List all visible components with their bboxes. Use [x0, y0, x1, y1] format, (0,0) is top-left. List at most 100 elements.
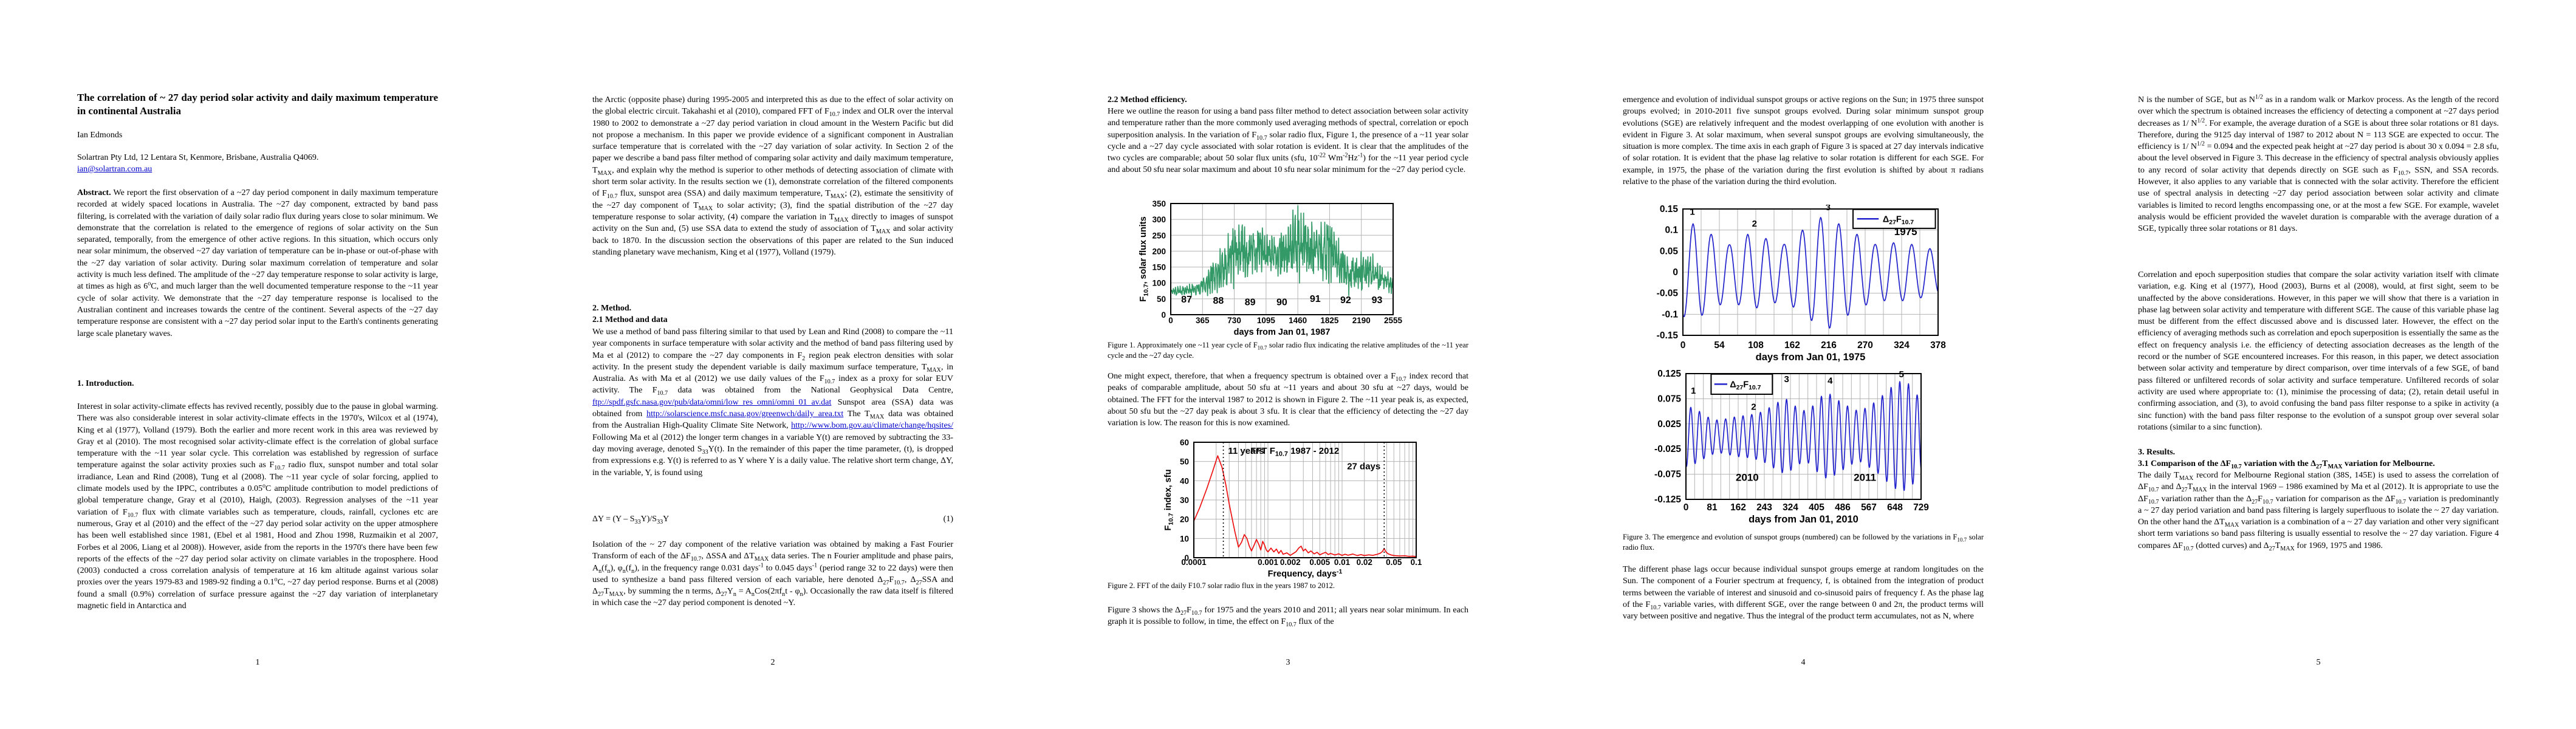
- svg-text:60: 60: [1180, 439, 1189, 447]
- svg-text:days from Jan 01, 1987: days from Jan 01, 1987: [1234, 327, 1331, 337]
- inline-link[interactable]: ftp://spdf.gsfc.nasa.gov/pub/data/omni/l…: [592, 397, 832, 407]
- svg-text:243: 243: [1756, 502, 1772, 513]
- svg-text:-0.075: -0.075: [1654, 470, 1681, 480]
- inline-link[interactable]: http://www.bom.gov.au/climate/change/hqs…: [791, 421, 953, 431]
- svg-text:27 days: 27 days: [1347, 461, 1380, 471]
- svg-text:730: 730: [1227, 316, 1241, 325]
- svg-text:Δ27F10.7: Δ27F10.7: [1730, 380, 1761, 391]
- section-22-heading: 2.2 Method efficiency.: [1108, 95, 1187, 104]
- svg-text:3: 3: [1826, 205, 1831, 213]
- svg-text:54: 54: [1714, 340, 1725, 351]
- svg-text:300: 300: [1152, 215, 1166, 224]
- paragraph-continued: the Arctic (opposite phase) during 1995-…: [592, 95, 954, 257]
- svg-text:1: 1: [1690, 207, 1694, 217]
- email-link[interactable]: ian@solartran.com.au: [77, 165, 152, 174]
- svg-text:0: 0: [1673, 267, 1678, 278]
- svg-text:150: 150: [1152, 263, 1166, 272]
- section-1-heading: 1. Introduction.: [77, 379, 134, 388]
- equation-number: (1): [943, 515, 953, 524]
- fourier-paragraph: Isolation of the ~ 27 day component of t…: [592, 540, 954, 608]
- page-number: 1: [255, 658, 260, 667]
- svg-text:50: 50: [1157, 295, 1166, 304]
- sunspot-groups-paragraph: emergence and evolution of individual su…: [1623, 95, 1984, 187]
- page-number: 2: [770, 658, 775, 667]
- svg-text:0: 0: [1684, 502, 1689, 513]
- affiliation: Solartran Pty Ltd, 12 Lentara St, Kenmor…: [77, 152, 438, 176]
- svg-text:324: 324: [1783, 502, 1798, 513]
- section-21-heading: 2.1 Method and data: [592, 315, 668, 324]
- svg-text:0.15: 0.15: [1660, 205, 1679, 214]
- svg-text:0.025: 0.025: [1657, 419, 1681, 430]
- svg-text:162: 162: [1784, 340, 1800, 351]
- equation-body: ΔY = (Y – S33Y)/S33Y: [592, 515, 670, 525]
- svg-text:-0.1: -0.1: [1662, 309, 1678, 320]
- svg-text:0.001: 0.001: [1258, 558, 1278, 567]
- svg-text:0: 0: [1680, 340, 1686, 351]
- affiliation-line: Solartran Pty Ltd, 12 Lentara St, Kenmor…: [77, 153, 319, 162]
- svg-text:2010: 2010: [1736, 471, 1759, 483]
- svg-text:days from Jan 01, 2010: days from Jan 01, 2010: [1749, 514, 1858, 525]
- figure-1-chart: 87 88 89 90 91 92 93 0 365 730 1095 1460 1825 2190 255…: [1139, 199, 1403, 337]
- svg-text:0: 0: [1161, 310, 1166, 320]
- inline-link[interactable]: http://solarscience.msfc.nasa.gov/greenw…: [646, 409, 844, 419]
- author-name: Ian Edmonds: [77, 131, 123, 140]
- svg-text:2011: 2011: [1854, 471, 1876, 483]
- svg-text:30: 30: [1180, 496, 1189, 505]
- figure-2-caption: Figure 2. FFT of the daily F10.7 solar r…: [1108, 581, 1335, 590]
- svg-text:FFT F10.7 1987 - 2012: FFT F10.7 1987 - 2012: [1250, 446, 1339, 458]
- page-number: 4: [1801, 658, 1806, 667]
- page-4: emergence and evolution of individual su…: [1546, 0, 2061, 729]
- svg-text:10: 10: [1180, 534, 1189, 543]
- svg-text:91: 91: [1310, 294, 1321, 304]
- svg-text:200: 200: [1152, 247, 1166, 256]
- svg-text:0.0001: 0.0001: [1181, 558, 1207, 567]
- correlation-studies-paragraph: Correlation and epoch superposition stud…: [2138, 270, 2499, 432]
- svg-text:1825: 1825: [1320, 316, 1339, 325]
- figure-1-caption: Figure 1. Approximately one ~11 year cyc…: [1108, 341, 1468, 360]
- section-31-heading: 3.1 Comparison of the ΔF10.7 variation w…: [2138, 459, 2435, 470]
- svg-text:729: 729: [1913, 502, 1929, 513]
- page-number: 3: [1286, 658, 1290, 667]
- svg-text:F10.7, solar flux units: F10.7, solar flux units: [1139, 216, 1150, 301]
- svg-text:270: 270: [1857, 340, 1873, 351]
- svg-text:1460: 1460: [1289, 316, 1307, 325]
- figure-3-intro-paragraph: Figure 3 shows the Δ27F10.7 for 1975 and…: [1108, 606, 1468, 629]
- svg-text:40: 40: [1180, 476, 1189, 485]
- svg-text:93: 93: [1372, 295, 1383, 306]
- melbourne-paragraph: The daily TMAX record for Melbourne Regi…: [2138, 471, 2499, 552]
- svg-text:108: 108: [1748, 340, 1764, 351]
- svg-text:350: 350: [1152, 199, 1166, 208]
- svg-text:87: 87: [1181, 295, 1192, 305]
- method-data-paragraph: We use a method of band pass filtering s…: [592, 327, 954, 477]
- svg-text:250: 250: [1152, 231, 1166, 240]
- svg-text:324: 324: [1894, 340, 1910, 351]
- random-walk-paragraph: N is the number of SGE, but as N1/2 as i…: [2138, 94, 2499, 234]
- svg-text:378: 378: [1930, 340, 1946, 351]
- svg-text:0.005: 0.005: [1309, 558, 1330, 567]
- svg-text:162: 162: [1730, 502, 1746, 513]
- svg-text:F10.7 index, sfu: F10.7 index, sfu: [1163, 470, 1175, 531]
- svg-text:days from Jan 01, 1975: days from Jan 01, 1975: [1756, 352, 1866, 363]
- fft-expectation-paragraph: One might expect, therefore, that when a…: [1108, 372, 1468, 428]
- svg-text:1: 1: [1691, 386, 1696, 396]
- figure-3-lower-chart: Δ27F10.7 1 2 3 4 5 2010 2011 0 81 162 243 324 405 486 5…: [1654, 369, 1929, 525]
- svg-text:3: 3: [1784, 374, 1789, 385]
- svg-text:1095: 1095: [1257, 316, 1276, 325]
- svg-text:100: 100: [1152, 279, 1166, 288]
- svg-text:216: 216: [1821, 340, 1837, 351]
- svg-text:0.05: 0.05: [1386, 558, 1402, 567]
- svg-text:20: 20: [1180, 515, 1189, 524]
- equation-1: ΔY = (Y – S33Y)/S33Y (1): [592, 513, 953, 525]
- svg-text:5: 5: [1899, 369, 1903, 380]
- abstract-paragraph: Abstract. We report the first observatio…: [77, 188, 438, 338]
- paper-title: The correlation of ~ 27 day period solar…: [77, 92, 438, 117]
- phase-lags-paragraph: The different phase lags occur because i…: [1623, 565, 1984, 621]
- svg-text:0.125: 0.125: [1657, 369, 1681, 379]
- svg-text:0.02: 0.02: [1357, 558, 1372, 567]
- svg-text:-0.025: -0.025: [1654, 444, 1681, 454]
- introduction-paragraph: Interest in solar activity-climate effec…: [77, 402, 438, 611]
- svg-text:648: 648: [1887, 502, 1903, 513]
- page-2: the Arctic (opposite phase) during 1995-…: [515, 0, 1030, 729]
- svg-text:-0.05: -0.05: [1657, 289, 1679, 299]
